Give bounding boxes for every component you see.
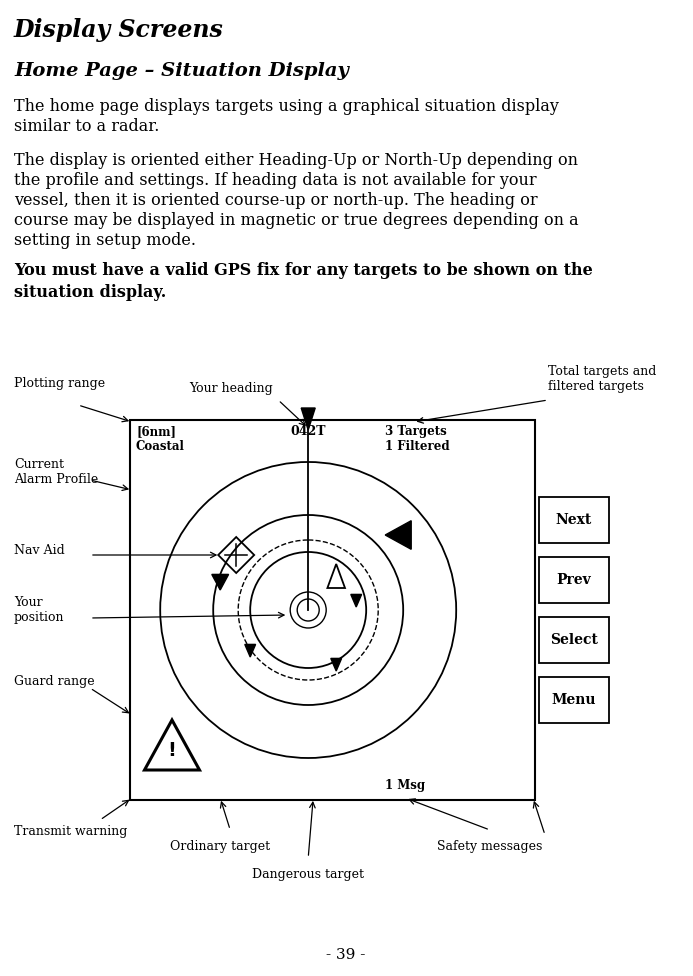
Text: Menu: Menu: [552, 693, 596, 707]
Text: You must have a valid GPS fix for any targets to be shown on the: You must have a valid GPS fix for any ta…: [14, 262, 593, 279]
Text: the profile and settings. If heading data is not available for your: the profile and settings. If heading dat…: [14, 172, 536, 189]
Polygon shape: [351, 594, 362, 607]
Text: Transmit warning: Transmit warning: [14, 825, 128, 838]
Text: Ordinary target: Ordinary target: [170, 840, 270, 853]
Text: Plotting range: Plotting range: [14, 377, 105, 390]
Polygon shape: [145, 720, 200, 770]
Text: Display Screens: Display Screens: [14, 18, 224, 42]
Polygon shape: [331, 659, 342, 671]
Bar: [539, 557, 609, 603]
Polygon shape: [212, 575, 229, 590]
Text: 3 Targets
1 Filtered: 3 Targets 1 Filtered: [385, 425, 450, 453]
Text: similar to a radar.: similar to a radar.: [14, 118, 159, 135]
Text: 1 Msg: 1 Msg: [385, 779, 426, 792]
Text: situation display.: situation display.: [14, 284, 166, 301]
Text: - 39 -: - 39 -: [326, 948, 366, 962]
Polygon shape: [301, 408, 315, 430]
Text: Prev: Prev: [556, 573, 591, 587]
Text: Dangerous target: Dangerous target: [252, 868, 365, 881]
Bar: [539, 617, 609, 663]
Text: Safety messages: Safety messages: [437, 840, 543, 853]
Text: 042T: 042T: [290, 425, 326, 438]
Text: !: !: [168, 742, 177, 760]
Bar: [130, 420, 535, 800]
Text: [6nm]
Coastal: [6nm] Coastal: [136, 425, 185, 453]
Text: The display is oriented either Heading-Up or North-Up depending on: The display is oriented either Heading-U…: [14, 152, 578, 169]
Bar: [539, 497, 609, 543]
Text: Your heading: Your heading: [189, 382, 273, 395]
Text: Guard range: Guard range: [14, 675, 95, 688]
Polygon shape: [245, 644, 256, 657]
Text: Your
position: Your position: [14, 596, 64, 624]
Text: Total targets and
filtered targets: Total targets and filtered targets: [548, 365, 656, 393]
Text: course may be displayed in magnetic or true degrees depending on a: course may be displayed in magnetic or t…: [14, 212, 579, 229]
Text: The home page displays targets using a graphical situation display: The home page displays targets using a g…: [14, 98, 559, 115]
Text: Home Page – Situation Display: Home Page – Situation Display: [14, 62, 349, 80]
Text: Current
Alarm Profile: Current Alarm Profile: [14, 458, 98, 486]
Text: Nav Aid: Nav Aid: [14, 544, 64, 556]
Polygon shape: [385, 521, 411, 549]
Text: Next: Next: [556, 513, 592, 527]
Text: vessel, then it is oriented course-up or north-up. The heading or: vessel, then it is oriented course-up or…: [14, 192, 538, 209]
Text: Select: Select: [550, 633, 598, 647]
Bar: [539, 677, 609, 723]
Text: setting in setup mode.: setting in setup mode.: [14, 232, 196, 249]
